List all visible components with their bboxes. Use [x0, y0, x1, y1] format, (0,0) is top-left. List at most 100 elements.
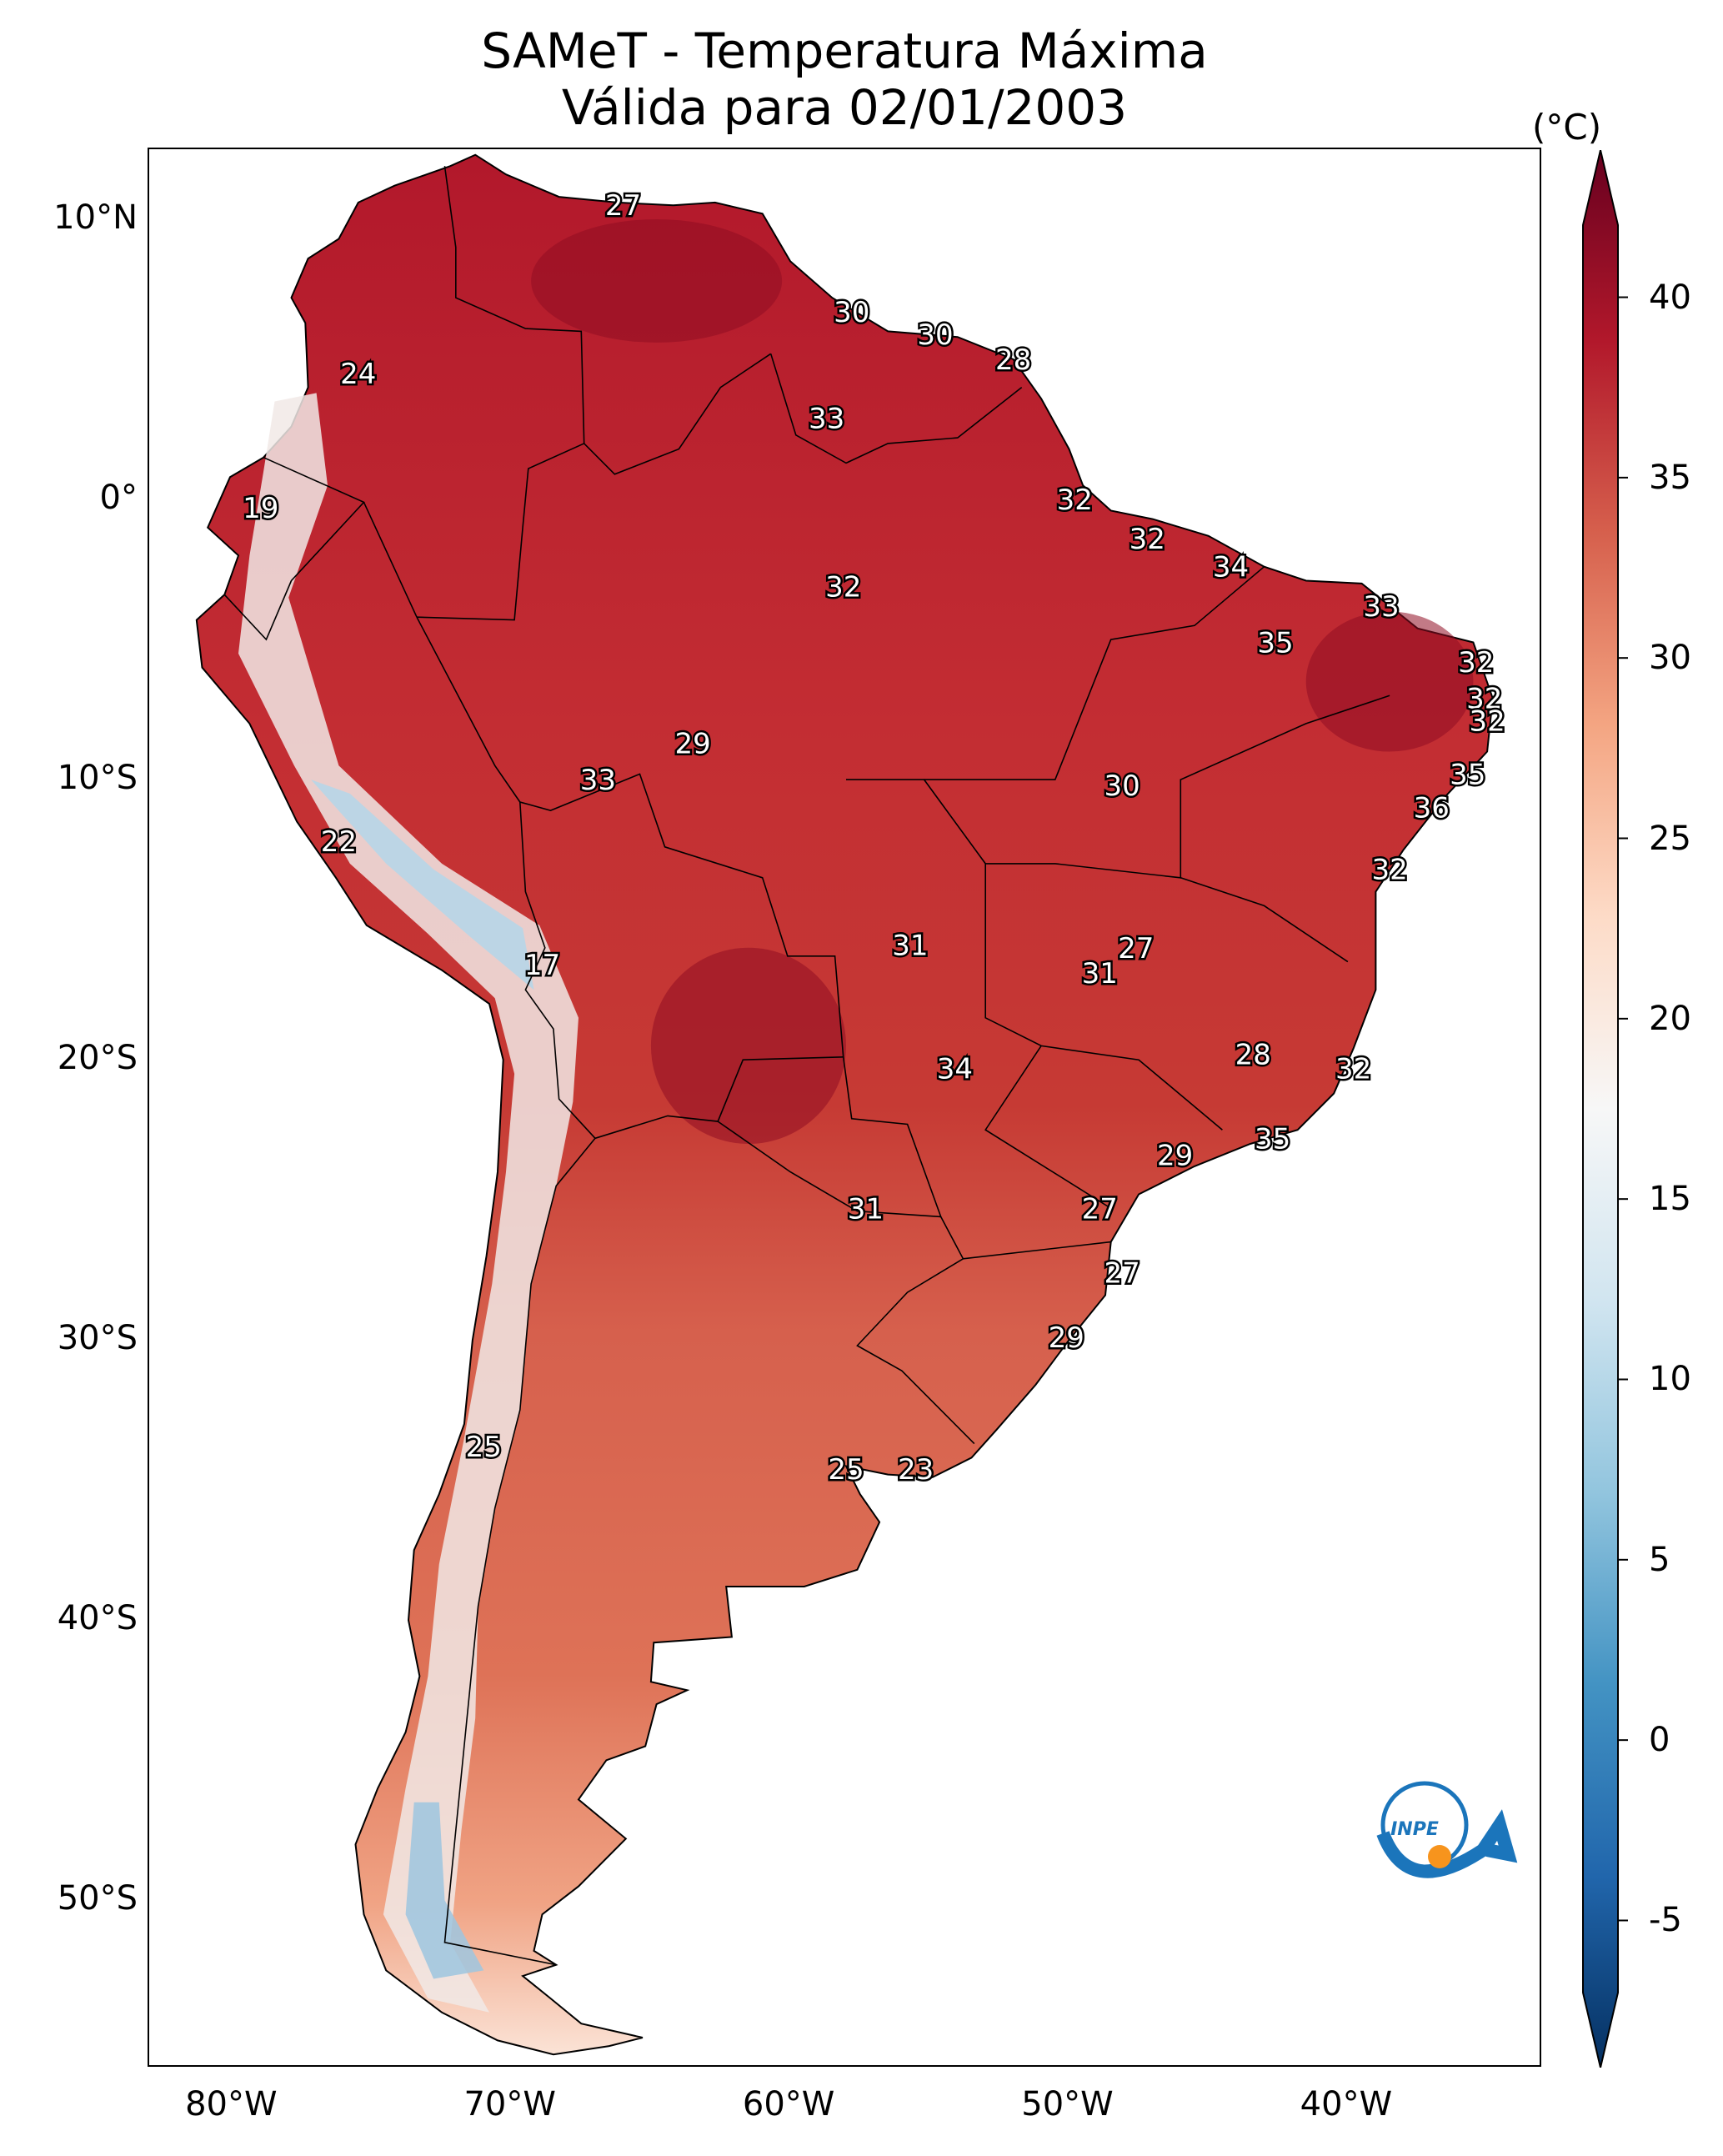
border-line: [1180, 877, 1349, 963]
border-line: [363, 502, 418, 618]
contour-label: 31: [848, 1192, 884, 1226]
colorbar-tick-label: 0: [1649, 1721, 1670, 1760]
figure-title: SAMeT - Temperatura Máxima: [481, 23, 1208, 79]
colorbar-body: [1582, 150, 1619, 2068]
border-line: [769, 353, 1023, 464]
colorbar-tick-label: 35: [1649, 458, 1691, 497]
contour-label: 27: [605, 189, 641, 223]
contour-label: 30: [1104, 770, 1139, 803]
contour-label: 22: [321, 825, 357, 859]
hot-zone-northeast: [1305, 611, 1474, 752]
hot-core-areas: [531, 219, 1474, 1145]
colorbar-tick-label: 20: [1649, 999, 1691, 1038]
border-line: [416, 616, 975, 1445]
hot-zone-chaco: [650, 947, 847, 1145]
contour-label: 25: [828, 1453, 864, 1487]
contour-label: 32: [1335, 1052, 1371, 1086]
contour-label: 17: [524, 949, 560, 982]
andes-cool-band: [238, 393, 579, 2013]
contour-label: 35: [1450, 758, 1485, 791]
contour-label: 29: [1049, 1321, 1084, 1355]
colorbar-tick-label: 15: [1649, 1180, 1691, 1219]
latitude-label: 10°S: [57, 759, 138, 798]
colorbar-tick-label: 30: [1649, 639, 1691, 678]
border-line: [846, 694, 1390, 879]
contour-label: 19: [243, 492, 278, 525]
border-line: [416, 353, 772, 621]
colorbar-tick-label: 40: [1649, 278, 1691, 317]
contour-label: 24: [340, 358, 376, 391]
contour-label: 27: [1082, 1192, 1118, 1226]
contour-label: 32: [1466, 683, 1502, 716]
inpe-logo: INPE: [1376, 1781, 1518, 1878]
contour-label: 32: [1458, 646, 1494, 679]
continent-shape: [195, 153, 1494, 2056]
land-area: [195, 153, 1494, 2056]
country-borders: [223, 166, 1390, 1966]
border-line: [443, 1137, 596, 1966]
colorbar-unit: (°C): [1532, 107, 1602, 148]
andes-cool-zone: [238, 393, 579, 2013]
contour-label: 32: [1371, 854, 1407, 887]
longitude-label: 40°W: [1300, 2085, 1393, 2123]
figure-subtitle: Válida para 02/01/2003: [561, 79, 1128, 136]
contour-labels: 2730302824333219323433323532323229353630…: [241, 188, 1508, 1489]
colorbar-ticks: [1618, 296, 1628, 1922]
contour-label: 30: [834, 296, 869, 329]
contour-label: 32: [1129, 523, 1165, 556]
map-panel: 27 30 30 28 24 33 32 19 32 34 33 32 35 32 32 32 29 35 36 30…: [148, 148, 1541, 2067]
contour-label: 29: [1157, 1139, 1193, 1172]
contour-label: 32: [1469, 705, 1505, 739]
colorbar: [1582, 150, 1628, 2068]
contour-label: 33: [580, 764, 616, 797]
contour-label: 30: [917, 318, 953, 352]
contour-label: 33: [1363, 590, 1399, 624]
map-canvas: 2730302824333219323433323532323229353630…: [195, 153, 1518, 2056]
contour-label: 35: [1257, 627, 1293, 660]
logo-text: INPE: [1390, 1819, 1439, 1840]
latitude-label: 50°S: [57, 1879, 138, 1918]
logo-arrow-icon: [1376, 1809, 1518, 1878]
contour-label: 25: [466, 1431, 502, 1464]
latitude-label: 40°S: [57, 1599, 138, 1638]
longitude-label: 50°W: [1021, 2085, 1114, 2123]
latitude-label: 10°N: [53, 198, 138, 237]
border-line: [443, 166, 585, 444]
longitude-label: 80°W: [185, 2085, 278, 2123]
contour-label: 27: [1118, 932, 1154, 965]
contour-label: 34: [937, 1052, 973, 1086]
hot-zone-venezuela: [531, 219, 783, 343]
latitude-label: 30°S: [57, 1319, 138, 1358]
colorbar-tick-label: -5: [1649, 1901, 1682, 1940]
contour-label: 23: [898, 1453, 934, 1487]
contour-label: 28: [995, 343, 1031, 377]
latitude-label: 20°S: [57, 1039, 138, 1078]
contour-label: 29: [674, 727, 710, 760]
border-line: [717, 1121, 941, 1218]
contour-label: 33: [809, 403, 844, 436]
logo-dot-icon: [1428, 1845, 1451, 1868]
andes-cold-core: [311, 780, 534, 990]
contour-label: 36: [1414, 792, 1450, 825]
longitude-label: 70°W: [463, 2085, 556, 2123]
colorbar-tick-label: 10: [1649, 1360, 1691, 1399]
border-line: [223, 456, 365, 641]
contour-label: 32: [1057, 484, 1093, 517]
colorbar-tick-label: 25: [1649, 819, 1691, 858]
latitude-label: 0°: [99, 479, 138, 518]
patagonia-cold-zone: [405, 1802, 484, 1979]
contour-label: 34: [1213, 551, 1249, 584]
border-line: [963, 1241, 1111, 1260]
border-line: [519, 801, 596, 1139]
contour-label: 32: [825, 570, 861, 604]
longitude-label: 60°W: [742, 2085, 835, 2123]
contour-label: 31: [892, 929, 928, 962]
colorbar-tick-label: 5: [1649, 1540, 1670, 1579]
contour-label: 28: [1235, 1039, 1271, 1072]
contour-label: 27: [1104, 1257, 1139, 1291]
contour-label: 31: [1082, 957, 1118, 990]
contour-label: 35: [1255, 1122, 1290, 1156]
border-line: [984, 1045, 1112, 1209]
border-line: [924, 566, 1265, 780]
